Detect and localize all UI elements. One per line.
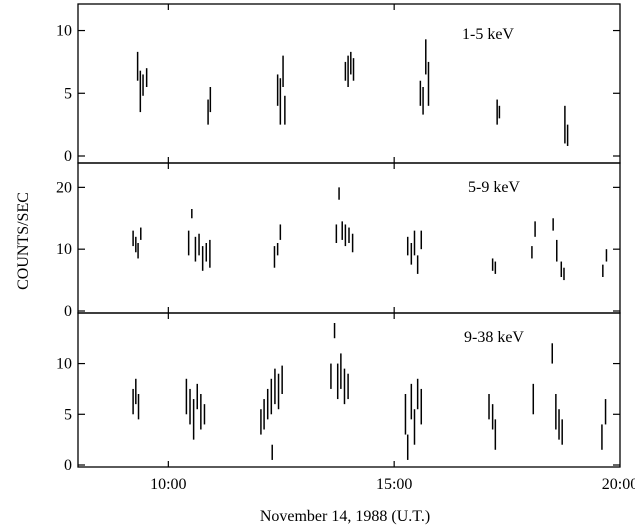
y-tick-label: 10 — [56, 356, 72, 373]
plot-frames — [77, 3, 621, 468]
x-tick-label: 15:00 — [376, 476, 412, 493]
data-marks — [132, 39, 608, 460]
energy-band-label: 9-38 keV — [464, 329, 524, 346]
y-tick-label: 5 — [64, 85, 72, 102]
y-tick-label: 10 — [56, 241, 72, 258]
energy-band-label: 1-5 keV — [462, 26, 514, 43]
y-axis-title: COUNTS/SEC — [15, 192, 32, 290]
chart-labels: COUNTS/SEC November 14, 1988 (U.T.) 0 5 10… — [15, 23, 635, 525]
panel-frame — [77, 3, 621, 164]
x-tick-label: 10:00 — [150, 476, 186, 493]
x-tick-label: 20:00 — [602, 476, 635, 493]
x-axis-title: November 14, 1988 (U.T.) — [260, 508, 430, 525]
y-tick-label: 5 — [64, 406, 72, 423]
y-tick-label: 0 — [64, 148, 72, 165]
y-tick-label: 20 — [56, 179, 72, 196]
panel-frame — [77, 312, 621, 468]
y-tick-label: 10 — [56, 23, 72, 40]
y-tick-label: 0 — [64, 457, 72, 474]
energy-band-label: 5-9 keV — [468, 179, 520, 196]
y-tick-label: 0 — [64, 303, 72, 320]
